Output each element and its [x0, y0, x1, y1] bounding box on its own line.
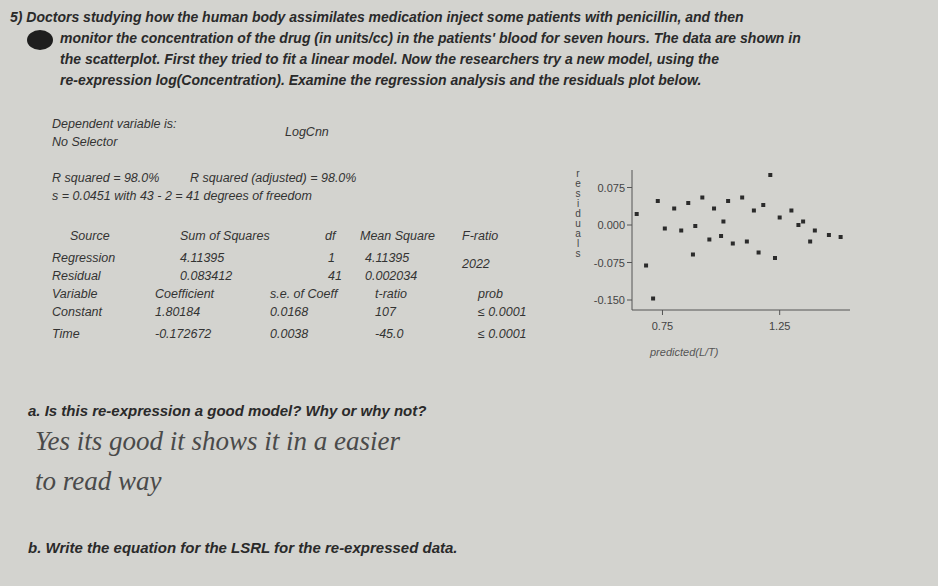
residual-point	[663, 227, 667, 231]
anova-cell: 4.11395	[365, 251, 409, 265]
residual-point	[707, 238, 711, 242]
r-squared-adjusted: R squared (adjusted) = 98.0%	[190, 171, 356, 185]
coef-cell: 0.0038	[270, 327, 308, 341]
residual-point	[679, 229, 683, 233]
coef-header: Variable	[52, 287, 97, 301]
coef-cell: Time	[52, 327, 80, 341]
x-axis	[632, 310, 850, 311]
selector: No Selector	[52, 135, 118, 149]
points	[635, 173, 843, 301]
residual-point	[768, 173, 772, 177]
dependent-label: Dependent variable is:	[52, 117, 176, 131]
residual-point	[719, 234, 723, 238]
residual-plot: 0.075 0.000 -0.075 -0.150 0.75 1.25 residuals p…	[573, 168, 851, 358]
coef-cell: Constant	[52, 305, 103, 319]
residual-point	[745, 240, 749, 244]
residual-point	[712, 207, 716, 211]
std-error-line: s = 0.0451 with 43 - 2 = 41 degrees of f…	[52, 189, 312, 203]
anova-cell: 1	[328, 251, 335, 265]
coef-header: prob	[477, 287, 503, 301]
coef-header: Coefficient	[155, 287, 215, 301]
y-tick-label: -0.150	[594, 294, 625, 306]
anova-cell: 0.002034	[365, 269, 417, 283]
anova-header: F-ratio	[462, 229, 498, 243]
anova-cell: 41	[328, 269, 342, 283]
anova-cell: 2022	[461, 257, 490, 271]
residual-point	[827, 233, 831, 237]
residual-point	[651, 297, 655, 301]
anova-header: df	[325, 229, 337, 243]
handwritten-answer: to read way	[35, 466, 161, 496]
part-b-prompt: b. Write the equation for the LSRL for t…	[28, 539, 458, 556]
residual-point	[808, 240, 812, 244]
x-tick	[662, 310, 663, 315]
y-tick-label: 0.000	[597, 219, 625, 231]
coef-cell: 1.80184	[155, 305, 200, 319]
y-tick	[627, 225, 632, 226]
residual-point	[796, 223, 800, 227]
dependent-variable: LogCnn	[285, 125, 329, 139]
residual-point	[761, 203, 765, 207]
y-tick-label: -0.075	[594, 257, 625, 269]
anova-header: Sum of Squares	[180, 229, 270, 243]
x-tick-label: 0.75	[652, 320, 673, 332]
paper	[0, 0, 938, 586]
residual-point	[778, 216, 782, 220]
anova-header: Mean Square	[360, 229, 435, 243]
residual-point	[721, 220, 725, 224]
residual-point	[700, 196, 704, 200]
coef-cell: 0.0168	[270, 305, 308, 319]
y-axis	[632, 170, 633, 310]
residual-point	[644, 264, 648, 268]
residual-point	[752, 209, 756, 213]
residual-point	[731, 242, 735, 246]
part-a-prompt: a. Is this re-expression a good model? W…	[28, 402, 426, 419]
residual-point	[635, 212, 639, 216]
question-line: 5) Doctors studying how the human body a…	[10, 9, 744, 25]
page: 5) Doctors studying how the human body a…	[0, 0, 938, 586]
y-tick	[627, 187, 632, 188]
x-tick-label: 1.25	[769, 320, 790, 332]
coef-header: t-ratio	[375, 287, 407, 301]
anova-cell: Residual	[52, 269, 102, 283]
residual-point	[672, 207, 676, 211]
question-line: the scatterplot. First they tried to fit…	[60, 51, 719, 67]
r-squared: R squared = 98.0%	[52, 171, 159, 185]
residual-point	[656, 199, 660, 203]
residual-point	[813, 229, 817, 233]
question-line: monitor the concentration of the drug (i…	[60, 30, 801, 46]
punch-hole	[27, 30, 53, 50]
anova-header: Source	[70, 229, 110, 243]
residual-point	[773, 256, 777, 260]
residual-point	[726, 199, 730, 203]
handwritten-answer: Yes its good it shows it in a easier	[35, 426, 401, 456]
x-tick	[779, 310, 780, 315]
anova-cell: 4.11395	[180, 251, 224, 265]
residual-point	[757, 251, 761, 255]
residual-point	[686, 201, 690, 205]
coef-cell: -0.172672	[155, 327, 211, 341]
anova-cell: Regression	[52, 251, 115, 265]
question-line: re-expression log(Concentration). Examin…	[60, 72, 701, 88]
y-tick	[627, 300, 632, 301]
residual-point	[693, 224, 697, 228]
coef-cell: -45.0	[375, 327, 404, 341]
coef-header: s.e. of Coeff	[270, 287, 339, 301]
residual-point	[839, 235, 843, 239]
coef-cell: ≤ 0.0001	[478, 305, 527, 319]
residual-point	[789, 209, 793, 213]
residual-point	[691, 253, 695, 257]
anova-cell: 0.083412	[180, 269, 232, 283]
residual-point	[740, 196, 744, 200]
residual-point	[801, 220, 805, 224]
y-axis-label: residuals	[573, 168, 584, 258]
sheet: 5) Doctors studying how the human body a…	[0, 0, 938, 586]
y-tick	[627, 262, 632, 263]
coef-cell: ≤ 0.0001	[478, 327, 527, 341]
x-axis-label: predicted(L/T)	[649, 346, 719, 358]
y-tick-label: 0.075	[597, 182, 625, 194]
coef-cell: 107	[375, 305, 397, 319]
